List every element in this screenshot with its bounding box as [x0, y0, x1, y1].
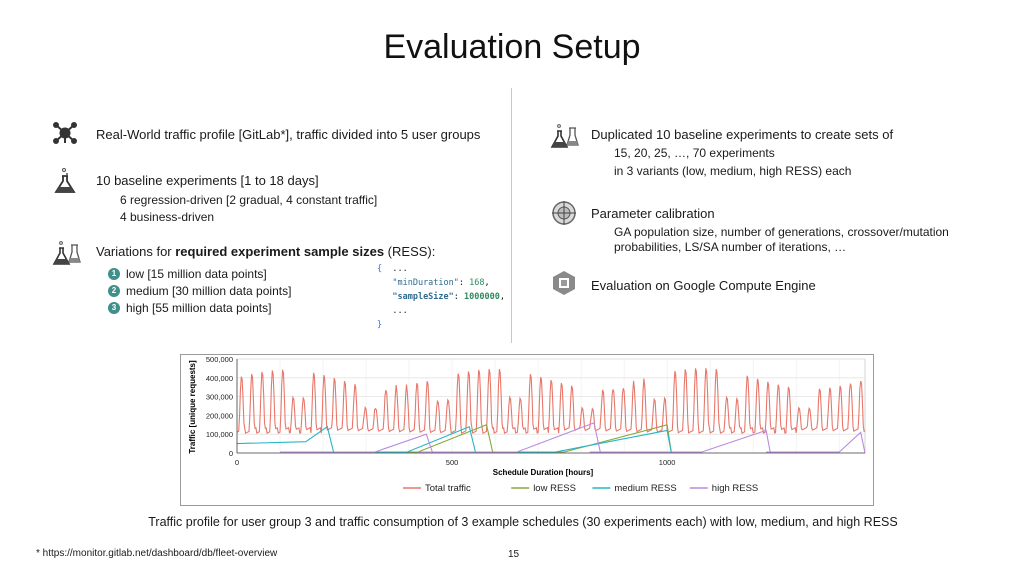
code-key-sample-size: "sampleSize" [392, 292, 454, 302]
code-colon-2: : [453, 292, 465, 302]
calibration-detail-line2: probabilities, LS/SA number of iteration… [614, 240, 847, 254]
ress-bold: required experiment sample sizes [175, 244, 385, 259]
x-tick-label: 0 [235, 458, 239, 467]
series-high-ress-line [766, 431, 866, 454]
flasks-icon-right [550, 123, 579, 149]
ress-variations-text: Variations for required experiment sampl… [96, 244, 435, 259]
network-icon [52, 120, 78, 146]
variant-badge-1: 1 [108, 268, 120, 280]
series-high-ress-line [280, 433, 434, 454]
variant-low-text: low [15 million data points] [126, 267, 267, 281]
baseline-experiments-text: 10 baseline experiments [1 to 18 days] [96, 173, 319, 188]
flasks-icon [52, 240, 81, 266]
code-colon-1: : [458, 278, 470, 288]
slide-title: Evaluation Setup [383, 28, 641, 66]
legend-low-ress-label: low RESS [533, 483, 576, 494]
y-tick-label: 300,000 [206, 393, 233, 402]
x-tick-label: 500 [446, 458, 459, 467]
code-key-min-duration: "minDuration" [392, 278, 459, 288]
figure-caption: Traffic profile for user group 3 and tra… [148, 515, 898, 529]
duplicated-experiments-text: Duplicated 10 baseline experiments to cr… [591, 127, 894, 142]
calibration-detail-line1: GA population size, number of generation… [614, 225, 949, 239]
legend-high-ress-label: high RESS [712, 483, 758, 494]
footnote: * https://monitor.gitlab.net/dashboard/d… [36, 548, 278, 559]
variant-high-text: high [55 million data points] [126, 301, 272, 315]
legend-medium-ress-label: medium RESS [614, 483, 676, 494]
traffic-chart-svg: 0 100,000 200,000 300,000 400,000 500,000 0 500… [188, 355, 866, 494]
ress-variants-text: in 3 variants (low, medium, high RESS) e… [614, 164, 852, 178]
column-divider [511, 88, 512, 343]
code-open-brace: { [377, 264, 383, 274]
variant-medium-text: medium [30 million data points] [126, 284, 292, 298]
x-axis-label: Schedule Duration [hours] [493, 468, 594, 477]
y-axis-label: Traffic [unique requests] [188, 360, 197, 454]
code-ellipsis-bottom: ... [392, 306, 408, 316]
page-number: 15 [508, 549, 520, 560]
code-value-min-duration: 168 [469, 278, 485, 288]
series-high-ress-line [589, 429, 771, 454]
code-ellipsis-top: ... [392, 264, 408, 274]
code-comma-2: , [499, 292, 505, 302]
code-close-brace: } [377, 320, 383, 330]
variant-badge-3: 3 [108, 302, 120, 314]
plot-area [236, 358, 866, 454]
y-tick-label: 0 [229, 449, 233, 458]
y-tick-label: 200,000 [206, 411, 233, 420]
y-tick-label: 500,000 [206, 355, 233, 364]
traffic-profile-text: Real-World traffic profile [GitLab*], tr… [96, 127, 481, 142]
y-tick-label: 100,000 [206, 430, 233, 439]
code-comma-1: , [484, 278, 490, 288]
legend-total-traffic-label: Total traffic [425, 483, 471, 494]
regression-driven-text: 6 regression-driven [2 gradual, 4 consta… [120, 193, 378, 207]
flask-icon [52, 167, 78, 193]
code-value-sample-size: 1000000 [464, 292, 500, 302]
google-compute-text: Evaluation on Google Compute Engine [591, 278, 816, 293]
cloud-engine-icon [551, 270, 577, 296]
x-tick-label: 1000 [659, 458, 676, 467]
variant-badge-2: 2 [108, 285, 120, 297]
traffic-chart: 0 100,000 200,000 300,000 400,000 500,000 0 500… [180, 354, 874, 506]
ress-prefix: Variations for [96, 244, 176, 259]
crosshair-icon [551, 200, 577, 226]
parameter-calibration-text: Parameter calibration [591, 206, 715, 221]
series-high-ress-line [417, 422, 602, 454]
series-medium-ress-line [236, 425, 335, 454]
series-total-traffic-line [236, 368, 866, 435]
y-tick-label: 400,000 [206, 374, 233, 383]
experiment-counts-text: 15, 20, 25, …, 70 experiments [614, 146, 775, 160]
business-driven-text: 4 business-driven [120, 210, 215, 224]
ress-suffix: (RESS): [384, 244, 436, 259]
config-code-snippet: { ... "minDuration": 168, "sampleSize": … [377, 262, 505, 332]
